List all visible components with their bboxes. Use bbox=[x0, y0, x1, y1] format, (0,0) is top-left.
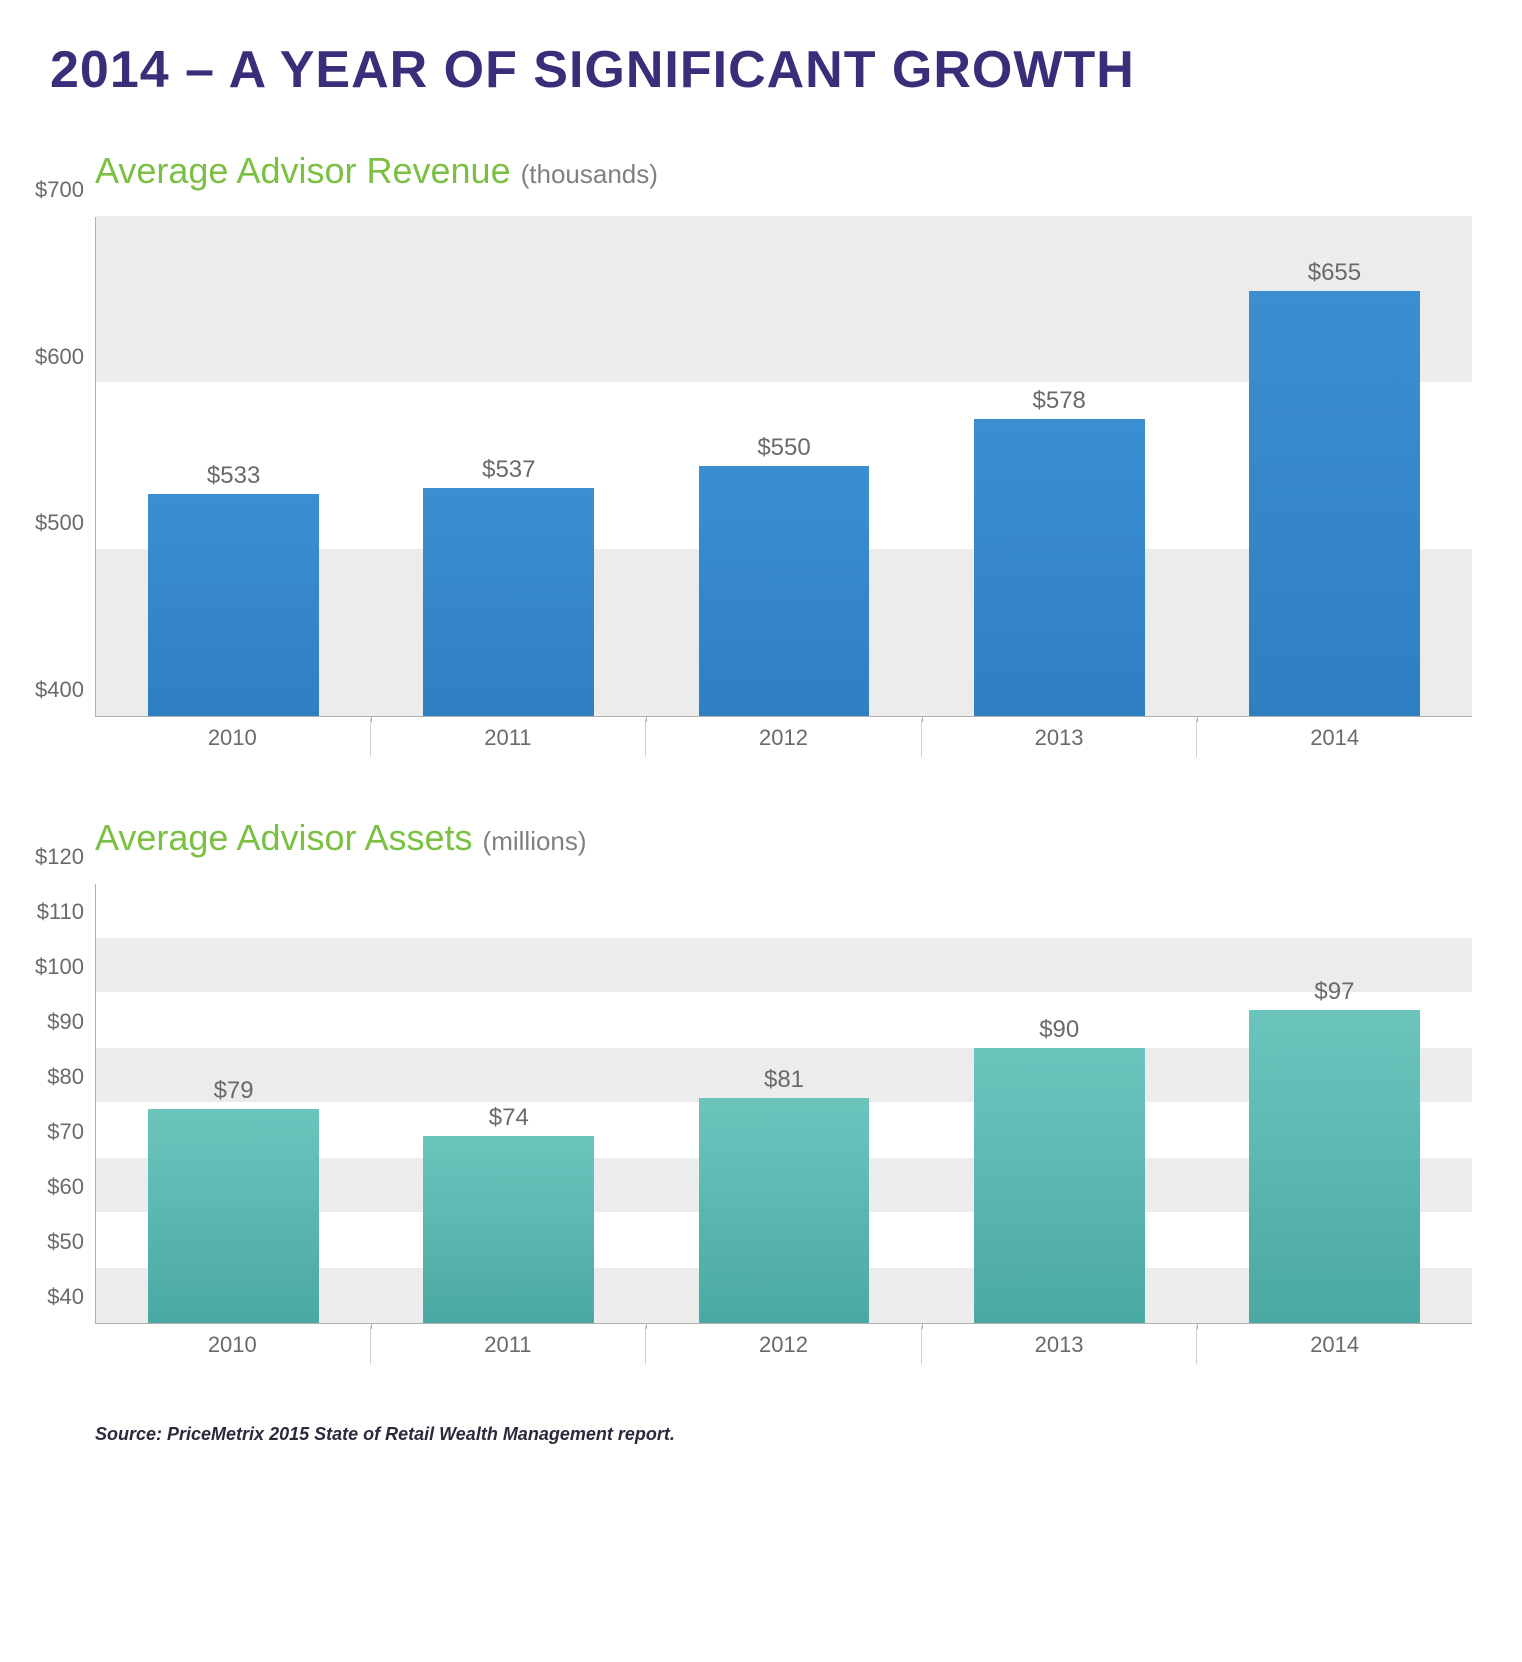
assets-ytick: $90 bbox=[47, 1009, 96, 1035]
revenue-bar-slot: $537 bbox=[371, 217, 646, 716]
revenue-xaxis-label: 2014 bbox=[1197, 719, 1472, 757]
revenue-xtick-mark bbox=[1197, 716, 1198, 722]
revenue-xtick-mark bbox=[371, 716, 372, 722]
revenue-bars-row: $533 $537 $550 $578 $655 bbox=[96, 217, 1472, 716]
assets-ytick: $70 bbox=[47, 1119, 96, 1145]
assets-bars-row: $79 $74 $81 $90 $97 bbox=[96, 884, 1472, 1323]
assets-xtick-mark bbox=[371, 1323, 372, 1329]
assets-xtick-mark bbox=[646, 1323, 647, 1329]
assets-bar bbox=[699, 1098, 870, 1324]
assets-ytick: $40 bbox=[47, 1284, 96, 1310]
revenue-bar-value-label: $655 bbox=[1308, 259, 1361, 287]
revenue-xtick-mark bbox=[922, 716, 923, 722]
chart-revenue-title-row: Average Advisor Revenue (thousands) bbox=[95, 150, 1472, 192]
revenue-bar-slot: $533 bbox=[96, 217, 371, 716]
assets-bar-value-label: $90 bbox=[1039, 1016, 1079, 1044]
chart-revenue-area: $400$500$600$700$533$537$550$578$655 201… bbox=[95, 217, 1472, 757]
chart-assets: Average Advisor Assets (millions) $40 $50… bbox=[50, 817, 1472, 1364]
assets-bar bbox=[1249, 1010, 1420, 1324]
assets-bar-value-label: $81 bbox=[764, 1066, 804, 1094]
revenue-bar-slot: $655 bbox=[1197, 217, 1472, 716]
assets-bar bbox=[974, 1048, 1145, 1323]
revenue-bar-slot: $578 bbox=[922, 217, 1197, 716]
chart-assets-unit: (millions) bbox=[483, 826, 587, 857]
revenue-bar bbox=[148, 494, 319, 716]
revenue-bar-slot: $550 bbox=[646, 217, 921, 716]
chart-revenue-unit: (thousands) bbox=[521, 159, 658, 190]
chart-assets-plot: $40$50$60$70$80$90$100$110$120$79$74$81$… bbox=[95, 884, 1472, 1324]
revenue-bar bbox=[1249, 291, 1420, 716]
assets-bar-value-label: $74 bbox=[489, 1104, 529, 1132]
revenue-bar-value-label: $533 bbox=[207, 462, 260, 490]
revenue-ytick: $400 bbox=[35, 677, 96, 703]
revenue-xtick-mark bbox=[646, 716, 647, 722]
source-text: Source: PriceMetrix 2015 State of Retail… bbox=[95, 1424, 1472, 1445]
assets-ytick: $100 bbox=[35, 954, 96, 980]
assets-ytick: $80 bbox=[47, 1064, 96, 1090]
revenue-bar bbox=[699, 466, 870, 716]
page-title: 2014 – A YEAR OF SIGNIFICANT GROWTH bbox=[50, 40, 1472, 100]
chart-revenue-xaxis: 20102011201220132014 bbox=[95, 719, 1472, 757]
assets-xaxis-label: 2011 bbox=[371, 1326, 647, 1364]
revenue-xaxis-label: 2011 bbox=[371, 719, 647, 757]
revenue-xaxis-label: 2012 bbox=[646, 719, 922, 757]
assets-bar bbox=[148, 1109, 319, 1324]
assets-bar-slot: $74 bbox=[371, 884, 646, 1323]
assets-xaxis-label: 2014 bbox=[1197, 1326, 1472, 1364]
assets-bar bbox=[423, 1136, 594, 1323]
revenue-xaxis-label: 2010 bbox=[95, 719, 371, 757]
revenue-bar bbox=[423, 488, 594, 716]
assets-bar-slot: $81 bbox=[646, 884, 921, 1323]
revenue-xaxis-label: 2013 bbox=[922, 719, 1198, 757]
assets-bar-value-label: $79 bbox=[214, 1077, 254, 1105]
assets-xaxis-label: 2013 bbox=[922, 1326, 1198, 1364]
revenue-bar-value-label: $550 bbox=[757, 434, 810, 462]
chart-revenue: Average Advisor Revenue (thousands) $400… bbox=[50, 150, 1472, 757]
chart-assets-xaxis: 20102011201220132014 bbox=[95, 1326, 1472, 1364]
revenue-ytick: $600 bbox=[35, 344, 96, 370]
assets-ytick: $60 bbox=[47, 1174, 96, 1200]
assets-xtick-mark bbox=[1197, 1323, 1198, 1329]
assets-ytick: $50 bbox=[47, 1229, 96, 1255]
chart-assets-area: $40$50$60$70$80$90$100$110$120$79$74$81$… bbox=[95, 884, 1472, 1364]
assets-xaxis-label: 2012 bbox=[646, 1326, 922, 1364]
assets-ytick: $120 bbox=[35, 844, 96, 870]
chart-revenue-title: Average Advisor Revenue bbox=[95, 150, 511, 192]
assets-bar-slot: $90 bbox=[922, 884, 1197, 1323]
revenue-ytick: $700 bbox=[35, 177, 96, 203]
assets-bar-slot: $79 bbox=[96, 884, 371, 1323]
assets-bar-slot: $97 bbox=[1197, 884, 1472, 1323]
assets-bar-value-label: $97 bbox=[1314, 978, 1354, 1006]
revenue-bar-value-label: $537 bbox=[482, 456, 535, 484]
assets-ytick: $110 bbox=[37, 899, 96, 925]
chart-assets-title-row: Average Advisor Assets (millions) bbox=[95, 817, 1472, 859]
revenue-ytick: $500 bbox=[35, 510, 96, 536]
revenue-bar bbox=[974, 419, 1145, 716]
assets-xtick-mark bbox=[922, 1323, 923, 1329]
chart-revenue-plot: $400$500$600$700$533$537$550$578$655 bbox=[95, 217, 1472, 717]
chart-assets-title: Average Advisor Assets bbox=[95, 817, 473, 859]
assets-xaxis-label: 2010 bbox=[95, 1326, 371, 1364]
revenue-bar-value-label: $578 bbox=[1033, 387, 1086, 415]
